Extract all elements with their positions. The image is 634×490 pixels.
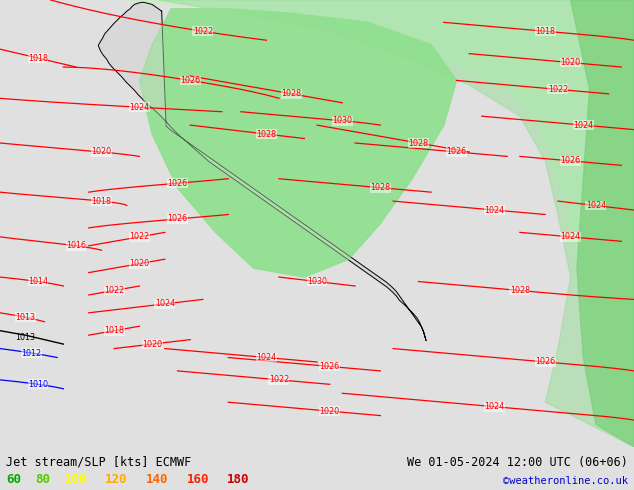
Text: 80: 80 — [36, 473, 51, 486]
Text: 1018: 1018 — [91, 196, 112, 206]
Text: 1026: 1026 — [320, 362, 340, 371]
Text: Jet stream/SLP [kts] ECMWF: Jet stream/SLP [kts] ECMWF — [6, 456, 191, 468]
Text: 1020: 1020 — [560, 58, 581, 67]
Text: 1022: 1022 — [193, 27, 213, 36]
Text: 1026: 1026 — [167, 215, 188, 223]
Text: ©weatheronline.co.uk: ©weatheronline.co.uk — [503, 476, 628, 486]
Text: 100: 100 — [65, 473, 87, 486]
Text: 1024: 1024 — [560, 232, 581, 242]
Text: 1022: 1022 — [548, 85, 568, 94]
Text: 1022: 1022 — [129, 232, 150, 242]
Text: 1030: 1030 — [307, 277, 327, 286]
Text: 1028: 1028 — [281, 89, 302, 98]
Text: 1026: 1026 — [535, 358, 555, 367]
Text: 1012: 1012 — [22, 348, 42, 358]
Text: 1026: 1026 — [167, 179, 188, 188]
Text: 1020: 1020 — [129, 259, 150, 268]
Text: 60: 60 — [6, 473, 22, 486]
Text: 1014: 1014 — [28, 277, 48, 286]
Text: 1026: 1026 — [560, 156, 581, 166]
Text: 1024: 1024 — [484, 205, 505, 215]
Text: 1016: 1016 — [66, 241, 86, 250]
Text: 1024: 1024 — [586, 201, 606, 210]
Text: 1024: 1024 — [573, 121, 593, 130]
Text: 1018: 1018 — [28, 53, 48, 63]
Polygon shape — [127, 0, 634, 447]
Text: 1013: 1013 — [15, 313, 36, 322]
Text: 1020: 1020 — [91, 147, 112, 156]
Polygon shape — [571, 0, 634, 447]
Text: 180: 180 — [227, 473, 249, 486]
Text: 1028: 1028 — [370, 183, 391, 192]
Text: 1028: 1028 — [510, 286, 530, 295]
Text: 1020: 1020 — [142, 340, 162, 348]
Text: 1020: 1020 — [320, 407, 340, 416]
Text: 1024: 1024 — [129, 103, 150, 112]
Text: 1018: 1018 — [104, 326, 124, 335]
Text: 1026: 1026 — [446, 147, 467, 156]
Text: 1028: 1028 — [256, 129, 276, 139]
Text: 140: 140 — [146, 473, 168, 486]
Text: 1030: 1030 — [332, 116, 353, 125]
Text: 1022: 1022 — [104, 286, 124, 295]
Polygon shape — [139, 9, 456, 277]
Text: 160: 160 — [186, 473, 209, 486]
Text: 1022: 1022 — [269, 375, 289, 384]
Polygon shape — [158, 0, 634, 447]
Text: We 01-05-2024 12:00 UTC (06+06): We 01-05-2024 12:00 UTC (06+06) — [407, 456, 628, 468]
Polygon shape — [139, 9, 456, 277]
Text: 1024: 1024 — [256, 353, 276, 362]
Text: 120: 120 — [105, 473, 127, 486]
Text: 1013: 1013 — [15, 333, 36, 342]
Text: 1024: 1024 — [155, 299, 175, 308]
Text: 1018: 1018 — [535, 27, 555, 36]
Text: 1028: 1028 — [408, 139, 429, 147]
Text: 1010: 1010 — [28, 380, 48, 389]
Text: 1024: 1024 — [484, 402, 505, 411]
Polygon shape — [98, 2, 426, 341]
Text: 1026: 1026 — [180, 76, 200, 85]
